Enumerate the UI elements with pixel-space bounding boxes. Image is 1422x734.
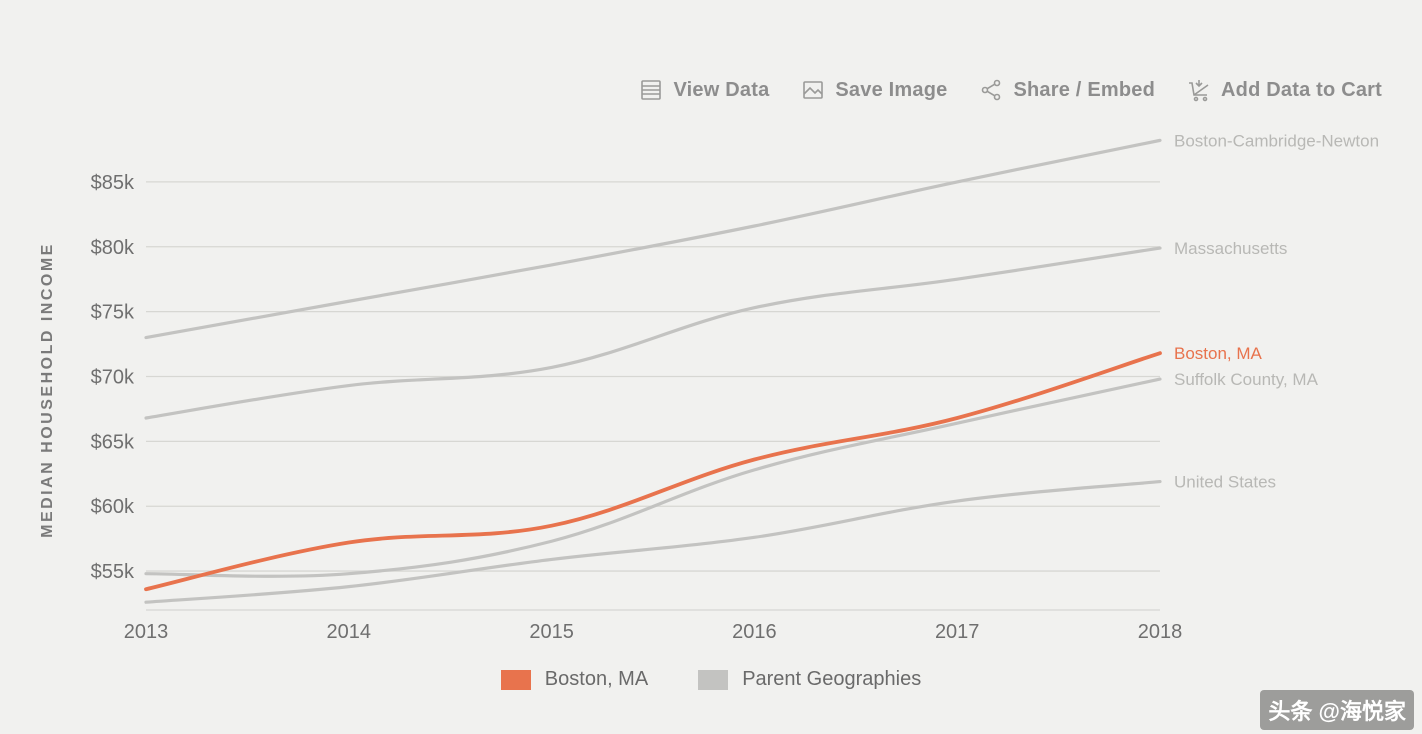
watermark: 头条 @海悦家 (1260, 690, 1414, 730)
share-icon (979, 78, 1003, 102)
chart-legend: Boston, MA Parent Geographies (0, 668, 1422, 691)
legend-swatch (698, 670, 728, 690)
svg-text:2016: 2016 (732, 621, 777, 643)
svg-text:2015: 2015 (529, 621, 574, 643)
line-chart: $55k $60k $65k $70k $75k $80k $85k 2013 2014 2015… (90, 130, 1380, 650)
view-data-label: View Data (673, 79, 769, 102)
legend-item: Parent Geographies (698, 668, 921, 691)
svg-text:Boston, MA: Boston, MA (1174, 344, 1263, 363)
svg-text:$85k: $85k (91, 172, 135, 194)
svg-text:$70k: $70k (91, 366, 135, 388)
view-data-button[interactable]: View Data (639, 78, 769, 102)
share-embed-label: Share / Embed (1013, 79, 1155, 102)
svg-text:Massachusetts: Massachusetts (1174, 239, 1287, 258)
chart-toolbar: View Data Save Image Share / Embed Add D… (639, 78, 1382, 102)
legend-item: Boston, MA (501, 668, 648, 691)
svg-text:Suffolk County, MA: Suffolk County, MA (1174, 370, 1319, 389)
y-axis-title: MEDIAN HOUSEHOLD INCOME (39, 242, 57, 538)
chart-area: MEDIAN HOUSEHOLD INCOME $55k $60k $65k $70k… (30, 130, 1390, 650)
table-icon (639, 78, 663, 102)
svg-text:$80k: $80k (91, 237, 135, 259)
svg-text:2017: 2017 (935, 621, 980, 643)
svg-text:2013: 2013 (124, 621, 169, 643)
image-icon (801, 78, 825, 102)
svg-text:$75k: $75k (91, 302, 135, 324)
svg-text:Boston-Cambridge-Newton, MA-NH: Boston-Cambridge-Newton, MA-NH (1174, 131, 1380, 150)
legend-label: Parent Geographies (742, 668, 921, 691)
share-embed-button[interactable]: Share / Embed (979, 78, 1155, 102)
svg-text:$65k: $65k (91, 431, 135, 453)
svg-text:$55k: $55k (91, 561, 135, 583)
svg-text:United States: United States (1174, 473, 1276, 492)
add-to-cart-button[interactable]: Add Data to Cart (1187, 78, 1382, 102)
add-to-cart-label: Add Data to Cart (1221, 79, 1382, 102)
legend-label: Boston, MA (545, 668, 648, 691)
svg-text:2014: 2014 (327, 621, 372, 643)
save-image-label: Save Image (835, 79, 947, 102)
legend-swatch (501, 670, 531, 690)
svg-text:$60k: $60k (91, 496, 135, 518)
svg-text:2018: 2018 (1138, 621, 1183, 643)
save-image-button[interactable]: Save Image (801, 78, 947, 102)
cart-icon (1187, 78, 1211, 102)
